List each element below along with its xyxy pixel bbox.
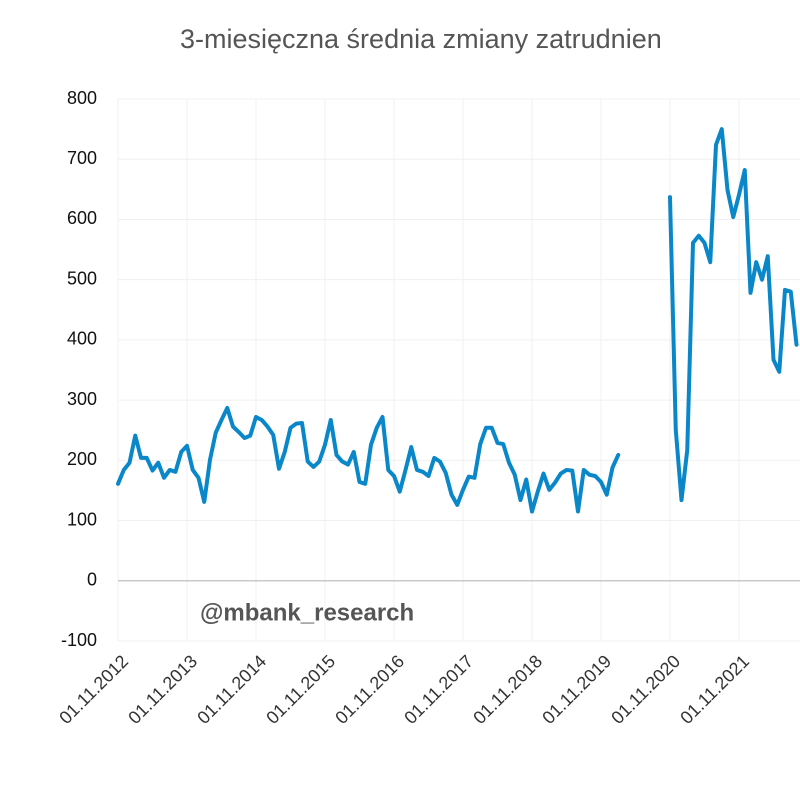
y-tick-label: 800 xyxy=(67,88,97,108)
y-tick-label: -100 xyxy=(61,630,97,650)
watermark: @mbank_research xyxy=(200,599,414,626)
y-tick-label: 300 xyxy=(67,389,97,409)
x-tick-label: 01.11.2021 xyxy=(676,651,753,728)
x-tick-label: 01.11.2012 xyxy=(55,651,132,728)
y-tick-label: 200 xyxy=(67,449,97,469)
data-line xyxy=(116,127,799,514)
y-tick-label: 500 xyxy=(67,268,97,288)
chart-title: 3-miesięczna średnia zmiany zatrudnien xyxy=(180,24,662,54)
y-tick-label: 700 xyxy=(67,148,97,168)
x-tick-label: 01.11.2019 xyxy=(538,651,615,728)
x-tick-label: 01.11.2015 xyxy=(262,651,339,728)
plot: 01.11.201201.11.201301.11.201401.11.2015… xyxy=(55,88,800,728)
x-tick-label: 01.11.2013 xyxy=(124,651,201,728)
y-tick-label: 0 xyxy=(87,570,97,590)
x-tick-label: 01.11.2017 xyxy=(400,651,477,728)
y-tick-label: 100 xyxy=(67,509,97,529)
x-tick-label: 01.11.2014 xyxy=(193,651,270,728)
x-tick-label: 01.11.2018 xyxy=(469,651,546,728)
x-tick-label: 01.11.2020 xyxy=(607,651,684,728)
y-tick-label: 400 xyxy=(67,329,97,349)
y-tick-label: 600 xyxy=(67,208,97,228)
x-tick-label: 01.11.2016 xyxy=(331,651,408,728)
